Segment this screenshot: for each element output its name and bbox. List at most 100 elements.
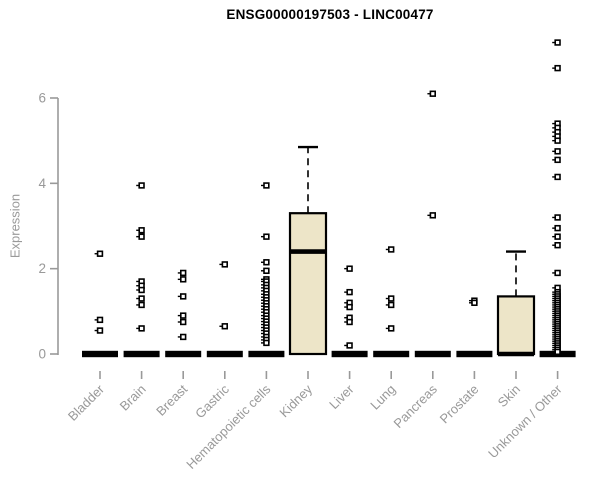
outlier-square — [96, 250, 104, 257]
zero-median-bar — [331, 350, 368, 358]
outlier-point — [469, 299, 478, 306]
outlier-square — [346, 303, 353, 311]
outlier-point — [552, 64, 561, 72]
y-tick-label: 0 — [38, 347, 46, 362]
outlier-point — [552, 224, 561, 232]
box-kidney — [288, 212, 328, 356]
x-tick-label: Gastric — [192, 381, 232, 421]
x-tick-label: Prostate — [437, 382, 482, 427]
outlier-square — [346, 318, 353, 326]
outlier-square — [138, 182, 145, 189]
x-tick-label: Unknown / Other — [485, 381, 565, 461]
outlier-point — [552, 148, 561, 155]
outlier-square — [554, 64, 561, 72]
outlier-point — [344, 342, 353, 349]
zero-median-bar — [248, 350, 285, 358]
zero-median-bar — [123, 350, 160, 358]
outlier-square — [263, 267, 270, 274]
outlier-square — [554, 156, 561, 164]
outlier-point — [136, 227, 145, 234]
outlier-point — [136, 301, 145, 309]
outlier-point — [552, 241, 561, 249]
outlier-square — [221, 261, 228, 268]
outlier-point — [385, 301, 395, 309]
y-tick-label: 4 — [38, 176, 46, 191]
outlier-point — [219, 261, 228, 268]
outlier-point — [344, 288, 353, 296]
outlier-point — [385, 325, 395, 332]
outlier-square — [429, 90, 436, 97]
outlier-point — [552, 348, 561, 356]
outlier-square — [554, 39, 561, 46]
outlier-square — [138, 227, 145, 234]
outlier-square — [180, 293, 187, 300]
outlier-point — [94, 316, 104, 324]
outlier-square — [263, 339, 270, 347]
outlier-square — [554, 224, 561, 232]
outlier-square — [554, 137, 561, 144]
outlier-point — [552, 137, 561, 144]
x-tick-label: Skin — [495, 382, 523, 410]
outlier-square — [263, 259, 270, 266]
outlier-point — [177, 318, 187, 326]
outlier-point — [261, 267, 270, 274]
outlier-square — [180, 276, 187, 283]
outlier-point — [136, 286, 145, 294]
outlier-square — [263, 182, 270, 189]
outlier-square — [554, 173, 561, 181]
outlier-point — [552, 233, 561, 240]
outlier-point — [136, 233, 145, 240]
x-tick-label: Breast — [153, 381, 190, 418]
outlier-square — [429, 212, 436, 219]
outlier-square — [387, 301, 395, 309]
outlier-point — [177, 269, 187, 277]
outlier-square — [221, 323, 228, 330]
zero-median-bar — [456, 350, 493, 358]
x-tick-label: Bladder — [65, 381, 108, 424]
y-tick-label: 6 — [38, 90, 46, 105]
outlier-point — [136, 295, 145, 302]
outlier-point — [385, 295, 395, 302]
outlier-square — [96, 327, 104, 334]
outlier-point — [136, 182, 145, 189]
outlier-square — [554, 269, 561, 277]
chart-title: ENSG00000197503 - LINC00477 — [226, 7, 434, 22]
outlier-square — [180, 318, 187, 326]
x-tick-label: Brain — [117, 382, 149, 414]
outlier-point — [136, 325, 145, 332]
outlier-point — [427, 212, 436, 219]
outlier-point — [552, 39, 561, 46]
x-tick-label: Lung — [367, 382, 398, 413]
outlier-point — [177, 333, 187, 341]
outlier-square — [138, 233, 145, 240]
outlier-square — [554, 148, 561, 155]
outlier-point — [344, 265, 353, 272]
outlier-point — [94, 327, 104, 334]
x-tick-label: Pancreas — [390, 381, 440, 431]
outlier-square — [180, 269, 187, 277]
outlier-square — [346, 342, 353, 349]
outlier-square — [554, 241, 561, 249]
x-tick-label: Liver — [326, 381, 357, 412]
y-tick-label: 2 — [38, 261, 46, 276]
outlier-point — [552, 156, 561, 164]
outlier-square — [554, 214, 561, 221]
zero-median-bar — [373, 350, 410, 358]
outlier-square — [138, 325, 145, 332]
outlier-point — [177, 276, 187, 283]
outlier-point — [261, 259, 270, 266]
outlier-square — [346, 288, 353, 296]
zero-median-bar — [165, 350, 202, 358]
outlier-point — [552, 269, 561, 277]
box-skin — [496, 295, 536, 356]
outlier-point — [261, 233, 270, 240]
outlier-point — [552, 173, 561, 181]
outlier-point — [261, 182, 270, 189]
outlier-point — [385, 246, 395, 253]
outlier-point — [177, 312, 187, 319]
outlier-square — [554, 233, 561, 240]
outlier-square — [138, 295, 145, 302]
outlier-square — [180, 312, 187, 319]
